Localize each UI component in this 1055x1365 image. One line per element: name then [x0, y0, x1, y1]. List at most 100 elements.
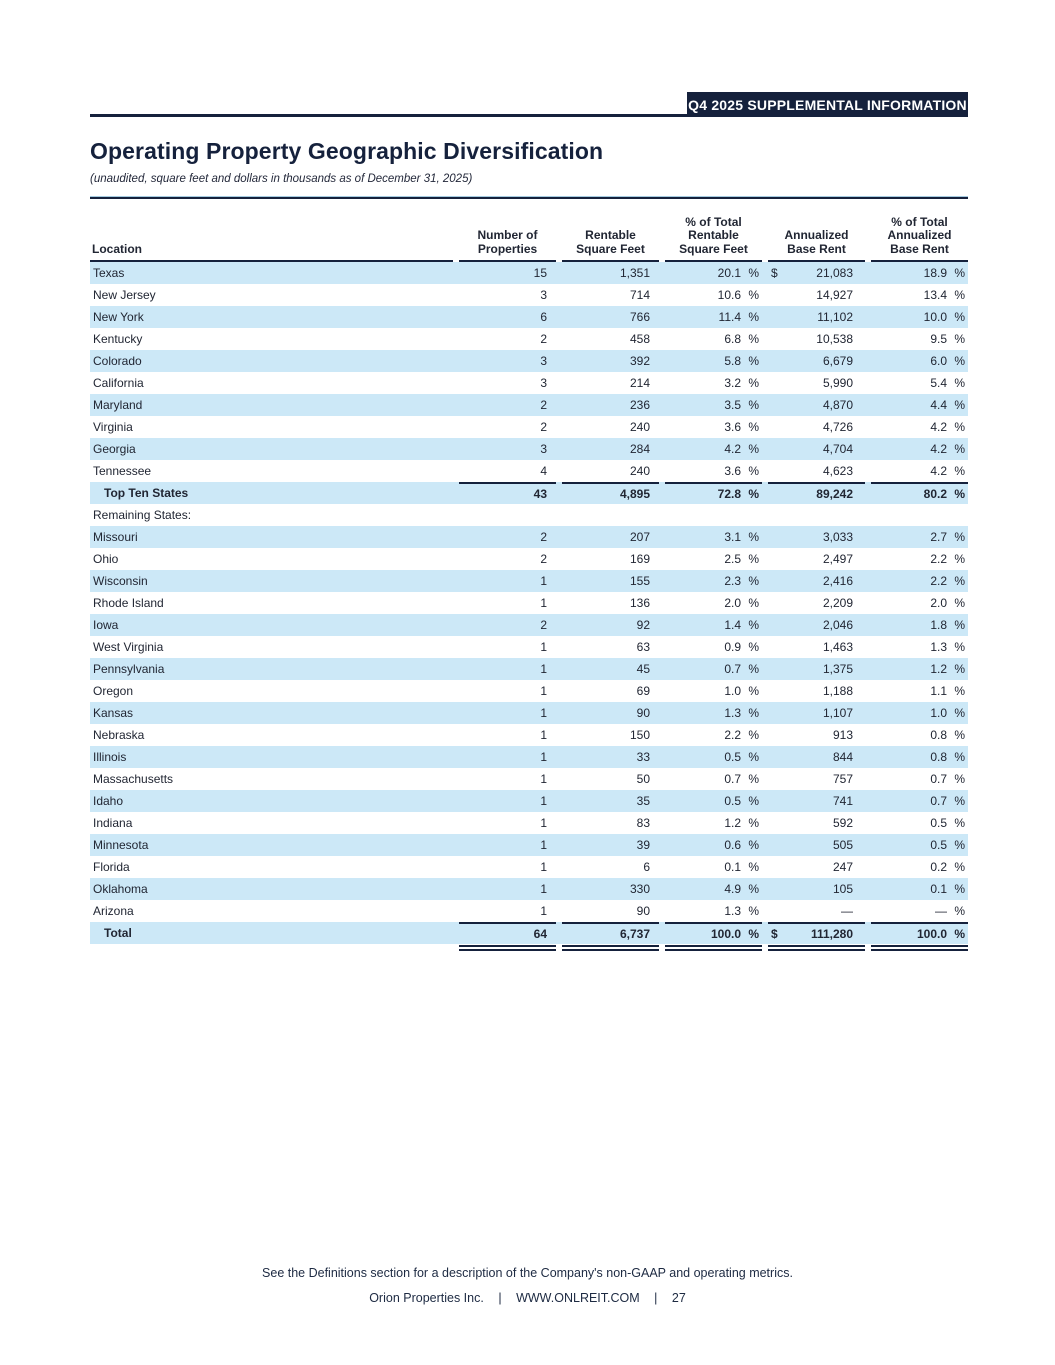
table-row: Wisconsin 1 155 2.3% 2,416 2.2% [90, 570, 968, 592]
properties-value: 3 [540, 442, 547, 456]
base-rent-pct-value: 9.5 [930, 332, 947, 346]
properties-value: 1 [540, 684, 547, 698]
cell-rentable-square-feet [562, 504, 659, 526]
base-rent-value: 4,704 [822, 442, 853, 456]
cell-pct-annualized-base-rent: 4.2% [871, 438, 968, 460]
cell-pct-rentable-square-feet: 2.2% [665, 724, 762, 746]
cell-pct-rentable-square-feet: 0.5% [665, 790, 762, 812]
square-feet-pct-value: 0.7 [724, 662, 741, 676]
base-rent-value: 2,416 [822, 574, 853, 588]
cell-annualized-base-rent: 2,046 [768, 614, 865, 636]
base-rent-value: 14,927 [816, 288, 853, 302]
cell-pct-rentable-square-feet: 2.0% [665, 592, 762, 614]
table-row: Maryland 2 236 3.5% 4,870 4.4% [90, 394, 968, 416]
page-subtitle: (unaudited, square feet and dollars in t… [90, 173, 473, 185]
properties-value: 3 [540, 376, 547, 390]
table-row: Missouri 2 207 3.1% 3,033 2.7% [90, 526, 968, 548]
percent-sign: % [954, 794, 965, 808]
base-rent-pct-value: 1.1 [930, 684, 947, 698]
cell-location: Oklahoma [93, 882, 148, 896]
cell-pct-rentable-square-feet: 0.7% [665, 658, 762, 680]
percent-sign: % [954, 750, 965, 764]
company-name: Orion Properties Inc. [369, 1291, 484, 1305]
header-rule [90, 114, 968, 117]
table-header-row: Location Number of Properties Rentable Squar… [90, 211, 968, 262]
base-rent-pct-value: 10.0 [923, 310, 947, 324]
square-feet-pct-value: 2.2 [724, 728, 741, 742]
square-feet-value: 240 [629, 420, 650, 434]
percent-sign: % [748, 310, 759, 324]
square-feet-pct-value: 3.2 [724, 376, 741, 390]
percent-sign: % [954, 838, 965, 852]
properties-value: 6 [540, 310, 547, 324]
cell-location: Kentucky [93, 332, 143, 346]
cell-annualized-base-rent: 1,107 [768, 702, 865, 724]
properties-value: 2 [540, 530, 547, 544]
properties-value: 64 [533, 927, 547, 941]
base-rent-pct-value: 0.5 [930, 816, 947, 830]
base-rent-value: 2,209 [822, 596, 853, 610]
percent-sign: % [748, 904, 759, 918]
cell-number-of-properties: 2 [459, 614, 556, 636]
percent-sign: % [748, 618, 759, 632]
square-feet-value: 45 [636, 662, 650, 676]
cell-rentable-square-feet: 236 [562, 394, 659, 416]
dollar-sign: $ [771, 266, 778, 280]
base-rent-pct-value: 1.3 [930, 640, 947, 654]
square-feet-value: 214 [629, 376, 650, 390]
cell-annualized-base-rent: 105 [768, 878, 865, 900]
square-feet-pct-value: 20.1 [717, 266, 741, 280]
properties-value: 2 [540, 398, 547, 412]
percent-sign: % [954, 706, 965, 720]
percent-sign: % [954, 684, 965, 698]
cell-annualized-base-rent: 505 [768, 834, 865, 856]
square-feet-value: 92 [636, 618, 650, 632]
cell-annualized-base-rent: $21,083 [768, 262, 865, 284]
cell-location: Arizona [93, 904, 134, 918]
cell-number-of-properties: 6 [459, 306, 556, 328]
square-feet-pct-value: 1.4 [724, 618, 741, 632]
cell-pct-annualized-base-rent: 9.5% [871, 328, 968, 350]
percent-sign: % [748, 728, 759, 742]
cell-number-of-properties: 2 [459, 328, 556, 350]
cell-pct-annualized-base-rent: 0.7% [871, 790, 968, 812]
base-rent-value: 4,623 [822, 464, 853, 478]
cell-number-of-properties: 64 [459, 922, 556, 951]
cell-annualized-base-rent: 913 [768, 724, 865, 746]
properties-value: 2 [540, 552, 547, 566]
percent-sign: % [748, 750, 759, 764]
cell-pct-annualized-base-rent: 1.1% [871, 680, 968, 702]
definitions-footnote: See the Definitions section for a descri… [262, 1266, 793, 1280]
percent-sign: % [748, 684, 759, 698]
table-top-divider [90, 196, 968, 199]
cell-location: Georgia [93, 442, 136, 456]
cell-location: New Jersey [93, 288, 156, 302]
base-rent-pct-value: 1.0 [930, 706, 947, 720]
properties-value: 1 [540, 772, 547, 786]
percent-sign: % [954, 332, 965, 346]
square-feet-value: 50 [636, 772, 650, 786]
cell-location: Tennessee [93, 464, 152, 478]
cell-pct-rentable-square-feet: 4.9% [665, 878, 762, 900]
cell-pct-rentable-square-feet: 3.5% [665, 394, 762, 416]
cell-pct-rentable-square-feet: 6.8% [665, 328, 762, 350]
cell-rentable-square-feet: 92 [562, 614, 659, 636]
square-feet-pct-value: 1.0 [724, 684, 741, 698]
percent-sign: % [954, 904, 965, 918]
cell-rentable-square-feet: 50 [562, 768, 659, 790]
percent-sign: % [954, 398, 965, 412]
percent-sign: % [954, 860, 965, 874]
cell-pct-rentable-square-feet: 72.8% [665, 482, 762, 504]
cell-location: Minnesota [93, 838, 149, 852]
table-row: Indiana 1 83 1.2% 592 0.5% [90, 812, 968, 834]
percent-sign: % [748, 332, 759, 346]
cell-pct-rentable-square-feet: 3.6% [665, 460, 762, 482]
base-rent-pct-value: 2.2 [930, 574, 947, 588]
base-rent-pct-value: 4.4 [930, 398, 947, 412]
percent-sign: % [954, 816, 965, 830]
base-rent-pct-value: 0.7 [930, 794, 947, 808]
cell-number-of-properties: 1 [459, 680, 556, 702]
base-rent-value: 11,102 [817, 310, 853, 324]
square-feet-value: 33 [636, 750, 650, 764]
cell-location: Nebraska [93, 728, 145, 742]
